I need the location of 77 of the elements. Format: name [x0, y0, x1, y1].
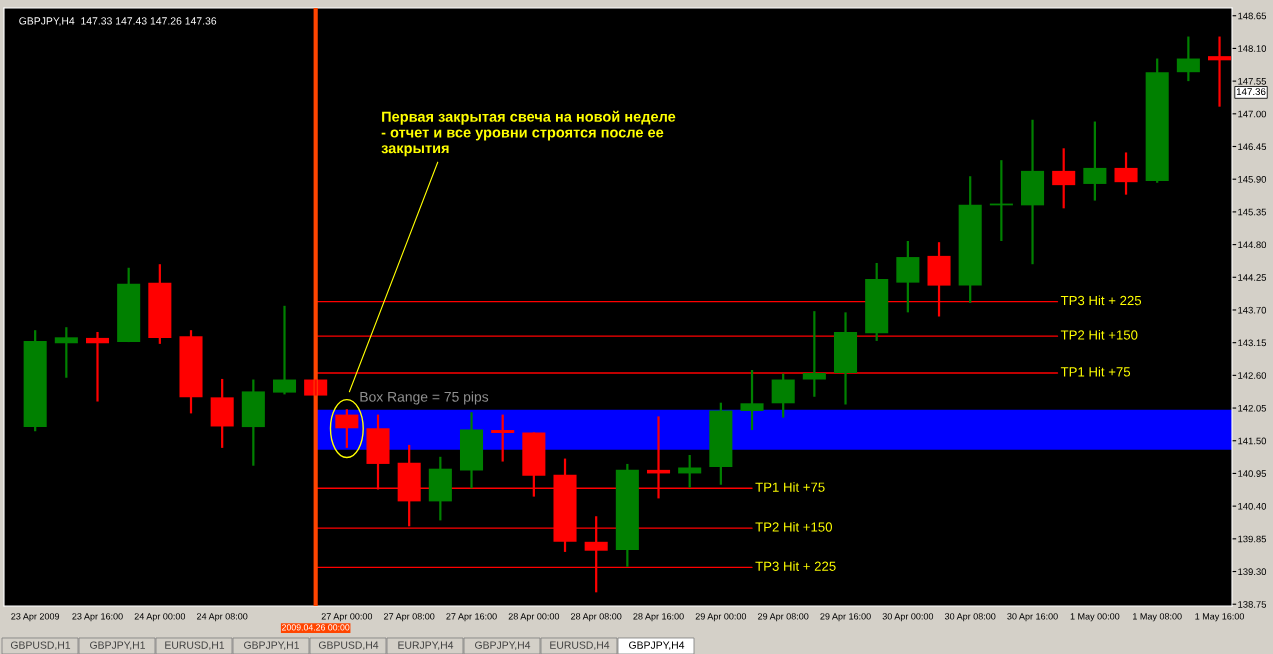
candlestick: [1145, 57, 1169, 184]
x-tick-label: 1 May 00:00: [1070, 613, 1120, 622]
y-tick-label: 143.15: [1238, 339, 1267, 347]
x-tick-label: 24 Apr 08:00: [197, 613, 248, 622]
x-tick-label: 1 May 08:00: [1133, 613, 1182, 622]
x-tick-label: 30 Apr 00:00: [882, 613, 934, 622]
candlestick: [117, 266, 141, 344]
band-label: Box Range = 75 pips: [360, 391, 489, 405]
text: GBPJPY,H4 147.33 147.43 147.26 147.36: [19, 17, 217, 26]
annotation: 147.36: [1236, 88, 1266, 96]
candlestick: [865, 261, 889, 342]
y-tick-label: 139.85: [1238, 535, 1267, 543]
ref-line-label: TP3 Hit + 225: [1060, 295, 1142, 306]
x-tick-label: 28 Apr 00:00: [508, 613, 560, 622]
y-tick-label: 140.95: [1238, 470, 1267, 477]
ref-line-label: TP2 Hit +150: [755, 521, 832, 532]
ref-line-label: TP1 Hit +75: [755, 482, 825, 492]
candlestick: [958, 175, 982, 304]
ref-line-label: TP2 Hit +150: [1060, 329, 1138, 340]
candlestick: [210, 377, 234, 449]
y-tick-label: 139.30: [1238, 568, 1267, 576]
y-tick-label: 148.10: [1238, 45, 1267, 52]
text: GBPUSD,H4: [318, 641, 379, 651]
x-tick-label: 27 Apr 16:00: [446, 613, 497, 622]
y-tick-label: 148.65: [1238, 12, 1267, 20]
y-tick-label: 145.35: [1238, 208, 1267, 216]
y-tick-label: 140.40: [1238, 502, 1267, 510]
text: EURUSD,H4: [550, 641, 610, 651]
y-tick-label: 147.00: [1238, 110, 1267, 118]
candlestick: [740, 368, 764, 432]
candlestick: [615, 462, 639, 568]
candlestick: [179, 329, 203, 415]
y-tick-label: 143.70: [1238, 306, 1267, 314]
x-tick-label: 23 Apr 2009: [11, 613, 60, 622]
y-tick-label: 141.50: [1238, 437, 1267, 445]
candlestick: [1114, 151, 1138, 196]
x-tick-label: 29 Apr 00:00: [695, 613, 747, 622]
candlestick: [896, 239, 920, 314]
text: GBPJPY,H4: [475, 641, 531, 651]
text: EURJPY,H4: [398, 641, 454, 651]
candlestick: [802, 310, 826, 398]
candlestick: [491, 413, 515, 463]
y-tick-label: 147.55: [1238, 78, 1267, 85]
y-tick-label: 146.45: [1238, 143, 1267, 151]
text: GBPJPY,H1: [90, 641, 145, 651]
candlestick: [1083, 120, 1107, 202]
x-tick-label: 1 May 16:00: [1195, 613, 1245, 622]
y-tick-label: 142.05: [1238, 404, 1267, 412]
x-tick-label: 30 Apr 08:00: [944, 613, 996, 622]
x-tick-label: 30 Apr 16:00: [1007, 613, 1058, 622]
text: GBPJPY,H1: [244, 641, 299, 651]
ref-line-label: TP3 Hit + 225: [755, 561, 836, 571]
x-tick-label: 29 Apr 16:00: [820, 613, 871, 622]
candlestick: [678, 453, 702, 489]
x-tick-label: 29 Apr 08:00: [758, 613, 809, 622]
x-tick-label: 23 Apr 16:00: [72, 613, 123, 622]
y-tick-label: 142.60: [1238, 372, 1267, 379]
y-tick-label: 145.90: [1238, 176, 1267, 183]
x-tick-label: 27 Apr 00:00: [321, 613, 373, 622]
x-tick-label: 28 Apr 08:00: [571, 613, 622, 622]
text: EURUSD,H1: [165, 641, 225, 651]
candlestick: [23, 329, 47, 433]
x-tick-label: 24 Apr 00:00: [134, 613, 186, 622]
text: GBPJPY,H4: [629, 641, 685, 651]
annotation: Первая закрытая свеча на новой неделе - отчет и все уровни строятся после ее закрытия: [381, 110, 676, 157]
ref-line-label: TP1 Hit +75: [1060, 366, 1131, 377]
candlestick: [148, 263, 172, 345]
candlestick: [241, 378, 265, 467]
y-tick-label: 144.80: [1238, 241, 1267, 249]
x-tick-label: 28 Apr 16:00: [633, 613, 684, 622]
x-tick-label: 27 Apr 08:00: [384, 613, 435, 622]
y-tick-label: 138.75: [1238, 601, 1267, 608]
candlestick: [709, 401, 733, 486]
candlestick: [54, 326, 78, 379]
x-tick-label: 2009.04.26 00:00: [282, 624, 350, 631]
y-tick-label: 144.25: [1238, 274, 1267, 281]
text: GBPUSD,H1: [10, 641, 71, 651]
